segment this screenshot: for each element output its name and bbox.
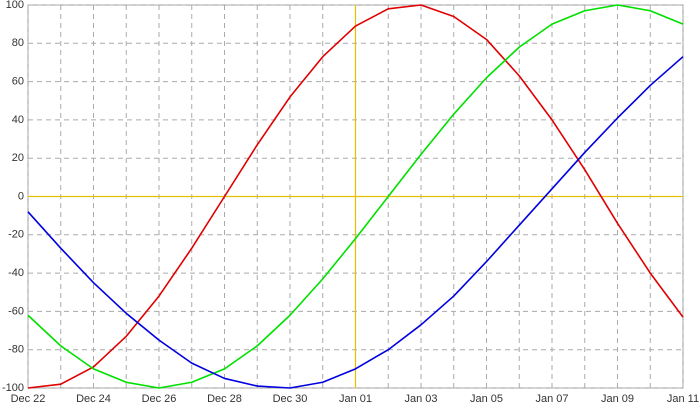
y-tick-label: 100 <box>6 0 24 11</box>
y-tick-label: -60 <box>8 305 24 317</box>
x-tick-label: Jan 07 <box>535 393 568 405</box>
x-tick-label: Jan 05 <box>470 393 503 405</box>
x-tick-label: Dec 24 <box>76 393 111 405</box>
x-tick-label: Dec 26 <box>142 393 177 405</box>
y-tick-label: 20 <box>12 152 24 164</box>
x-tick-label: Jan 01 <box>339 393 372 405</box>
series-line <box>27 4 684 389</box>
y-tick-label: 0 <box>18 190 24 202</box>
y-tick-label: 60 <box>12 76 24 88</box>
y-tick-label: -40 <box>8 267 24 279</box>
y-tick-label: 40 <box>12 114 24 126</box>
y-tick-label: -100 <box>2 382 24 394</box>
x-tick-label: Dec 22 <box>11 393 46 405</box>
x-tick-label: Jan 03 <box>404 393 437 405</box>
x-tick-label: Dec 30 <box>273 393 308 405</box>
x-tick-label: Dec 28 <box>207 393 242 405</box>
y-tick-label: -20 <box>8 229 24 241</box>
series-line <box>27 56 684 389</box>
y-tick-label: 80 <box>12 37 24 49</box>
y-tick-label: -80 <box>8 344 24 356</box>
x-tick-label: Jan 09 <box>601 393 634 405</box>
x-tick-label: Jan 11 <box>667 393 699 405</box>
